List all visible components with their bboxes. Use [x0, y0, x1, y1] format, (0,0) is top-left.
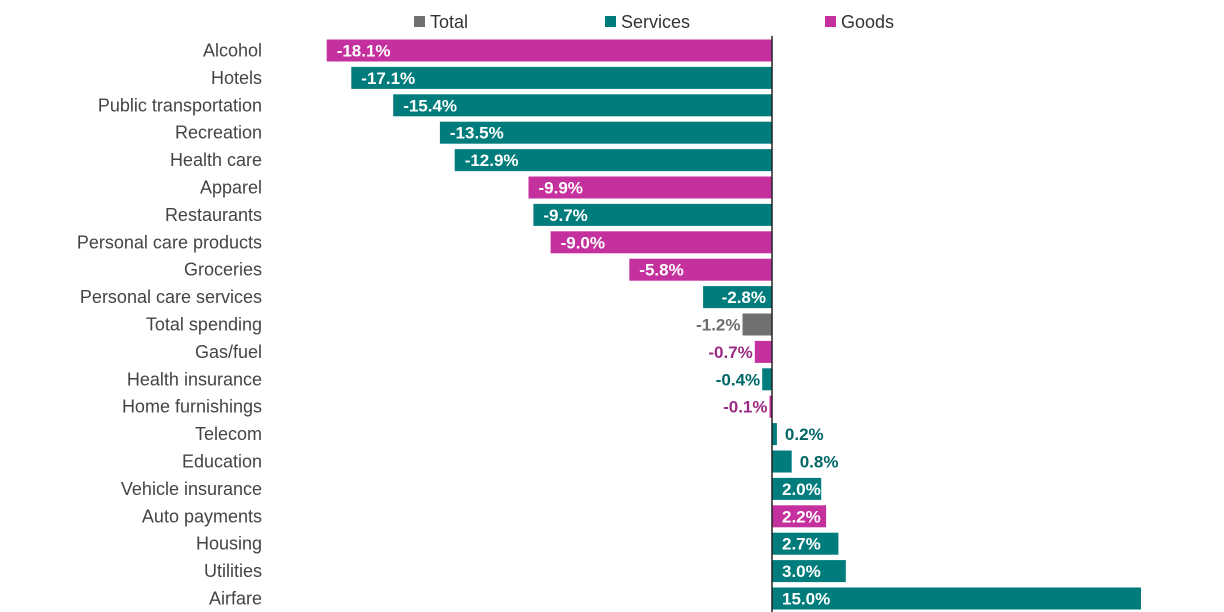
category-label-vehicle-insurance: Vehicle insurance [121, 479, 262, 499]
value-label-alcohol: -18.1% [337, 42, 391, 61]
chart-legend: Total Services Goods [414, 12, 894, 32]
bar-restaurants [533, 203, 772, 226]
bar-education [772, 450, 792, 473]
chart-bars [326, 39, 1141, 610]
category-label-hotels: Hotels [211, 68, 262, 88]
category-label-utilities: Utilities [204, 561, 262, 581]
value-label-personal-care-services: -2.8% [722, 288, 766, 307]
value-label-education: 0.8% [800, 453, 839, 472]
value-label-utilities: 3.0% [782, 562, 821, 581]
bar-apparel [528, 176, 772, 199]
category-label-telecom: Telecom [195, 424, 262, 444]
legend-label-goods: Goods [841, 12, 894, 32]
category-label-public-transportation: Public transportation [98, 95, 262, 115]
legend-label-services: Services [621, 12, 690, 32]
category-label-groceries: Groceries [184, 260, 262, 280]
category-label-health-care: Health care [170, 150, 262, 170]
category-label-home-furnishings: Home furnishings [122, 397, 262, 417]
value-label-vehicle-insurance: 2.0% [782, 480, 821, 499]
bar-total-spending [742, 313, 772, 336]
value-label-telecom: 0.2% [785, 425, 824, 444]
value-label-personal-care-products: -9.0% [561, 233, 605, 252]
category-label-auto-payments: Auto payments [142, 506, 262, 526]
bar-personal-care-services [703, 286, 772, 309]
bar-health-insurance [762, 368, 772, 391]
category-label-alcohol: Alcohol [203, 41, 262, 61]
value-label-public-transportation: -15.4% [403, 96, 457, 115]
value-label-groceries: -5.8% [639, 261, 683, 280]
legend-label-total: Total [430, 12, 468, 32]
bar-gas-fuel [754, 340, 772, 363]
category-label-health-insurance: Health insurance [127, 369, 262, 389]
value-label-apparel: -9.9% [539, 179, 583, 198]
category-label-personal-care-products: Personal care products [77, 232, 262, 252]
category-labels: Alcohol Hotels Public transportation Recrea… [77, 41, 262, 609]
bar-utilities [772, 560, 846, 583]
legend-swatch-total [414, 16, 425, 27]
bar-hotels [351, 66, 772, 89]
category-label-personal-care-services: Personal care services [80, 287, 262, 307]
bar-auto-payments [772, 505, 827, 528]
value-label-hotels: -17.1% [361, 69, 415, 88]
bar-vehicle-insurance [772, 477, 822, 500]
category-label-total-spending: Total spending [146, 315, 262, 335]
value-label-total-spending: -1.2% [696, 316, 740, 335]
data-labels: -18.1% -17.1% -15.4% -13.5% -12.9% -9.9% -9.7%… [337, 42, 839, 609]
bar-personal-care-products [550, 231, 772, 254]
bar-public-transportation [393, 94, 772, 117]
value-label-restaurants: -9.7% [543, 206, 587, 225]
value-label-health-insurance: -0.4% [716, 370, 760, 389]
bar-groceries [629, 258, 772, 281]
value-label-auto-payments: 2.2% [782, 507, 821, 526]
bar-housing [772, 532, 839, 555]
bar-telecom [772, 423, 777, 446]
value-label-airfare: 15.0% [782, 590, 830, 609]
category-label-education: Education [182, 452, 262, 472]
category-label-housing: Housing [196, 534, 262, 554]
value-label-recreation: -13.5% [450, 124, 504, 143]
bar-home-furnishings [769, 395, 772, 418]
legend-swatch-goods [825, 16, 836, 27]
bar-airfare [772, 587, 1141, 610]
category-label-airfare: Airfare [209, 589, 262, 609]
category-label-restaurants: Restaurants [165, 205, 262, 225]
value-label-gas-fuel: -0.7% [708, 343, 752, 362]
category-label-recreation: Recreation [175, 123, 262, 143]
value-label-housing: 2.7% [782, 535, 821, 554]
value-label-health-care: -12.9% [465, 151, 519, 170]
category-label-gas-fuel: Gas/fuel [195, 342, 262, 362]
value-label-home-furnishings: -0.1% [723, 398, 767, 417]
legend-swatch-services [605, 16, 616, 27]
category-label-apparel: Apparel [200, 178, 262, 198]
bar-alcohol [326, 39, 772, 62]
bar-health-care [454, 149, 772, 172]
bar-recreation [439, 121, 772, 144]
